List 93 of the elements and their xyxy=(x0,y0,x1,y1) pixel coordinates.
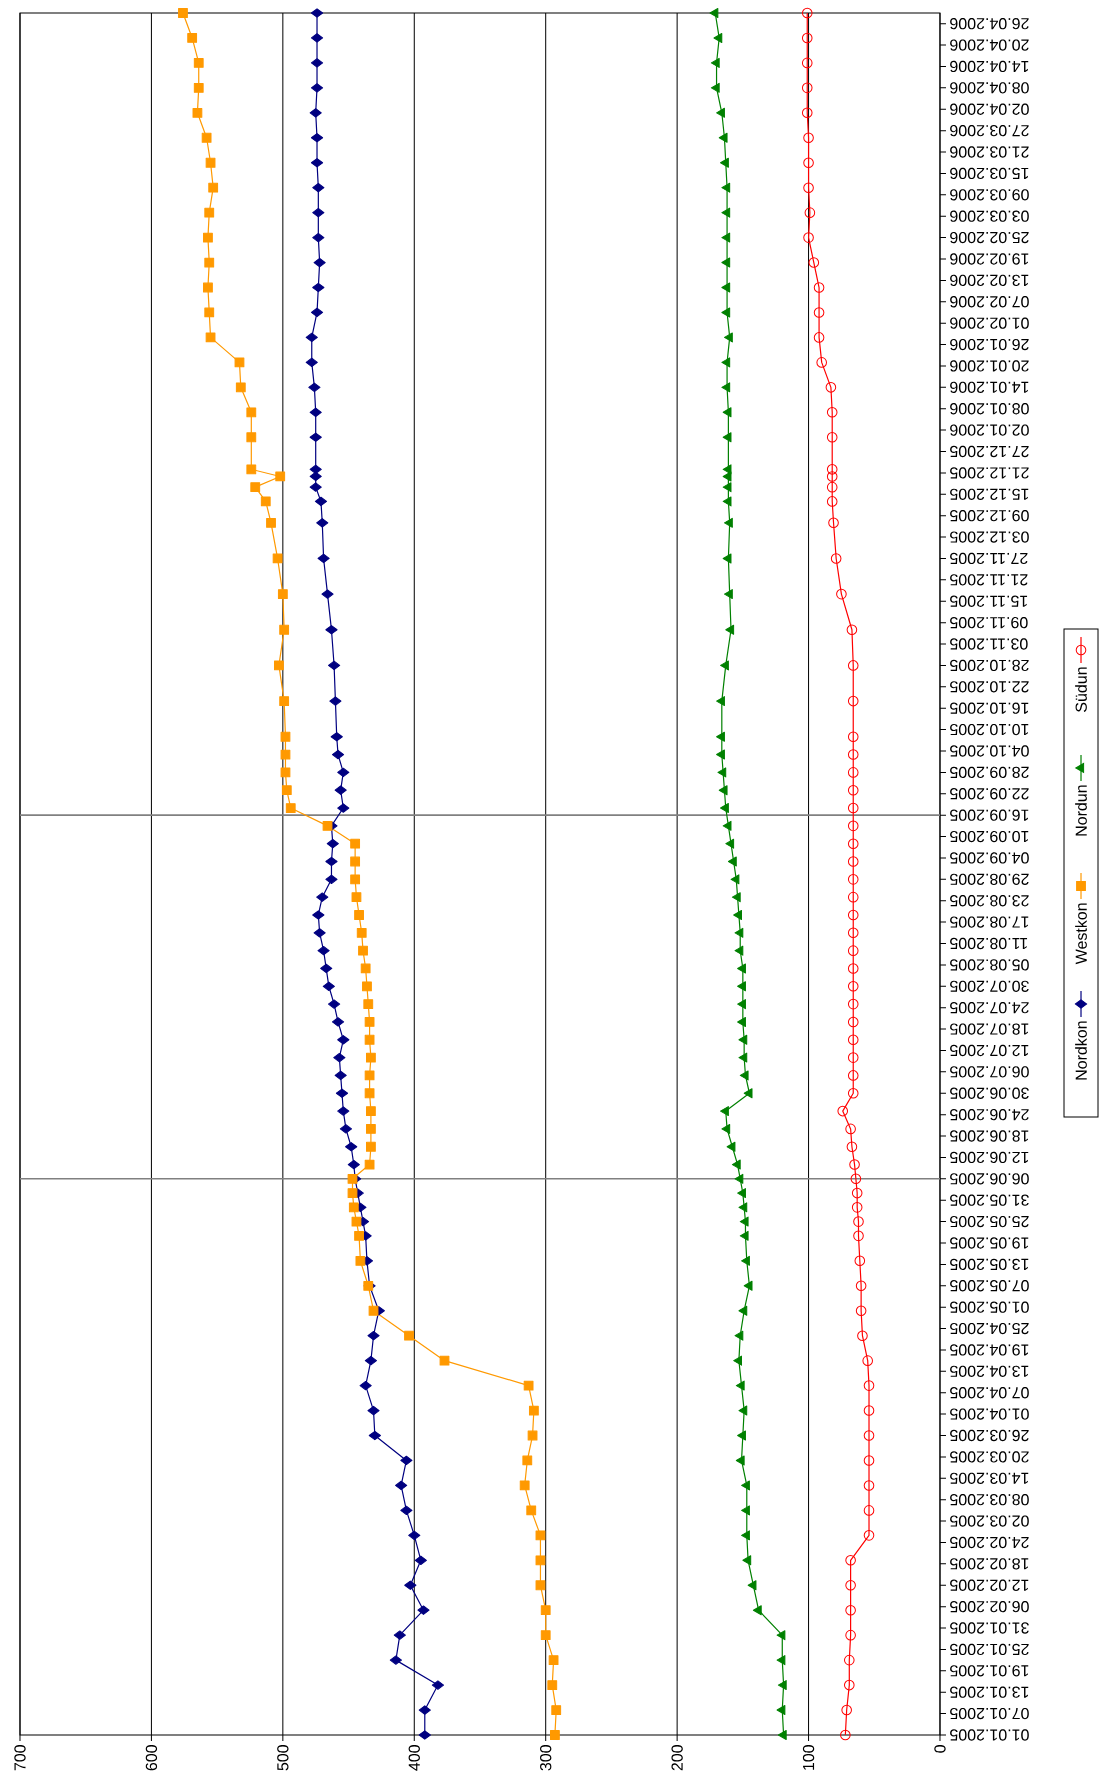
y-tick-label: 08.04.2006 xyxy=(950,82,1029,94)
y-tick-label: 07.01.2005 xyxy=(950,1707,1029,1720)
y-tick-label: 06.07.2005 xyxy=(950,1066,1029,1078)
y-tick-label: 21.11.2005 xyxy=(950,574,1028,586)
y-tick-label: 02.01.2006 xyxy=(950,424,1029,436)
y-tick-label: 06.06.2005 xyxy=(950,1173,1029,1185)
y-tick-label: 26.04.2006 xyxy=(950,18,1029,30)
y-tick-label: 12.06.2005 xyxy=(950,1151,1029,1164)
y-tick-label: 14.01.2006 xyxy=(950,381,1029,393)
y-tick-label: 02.03.2005 xyxy=(950,1515,1029,1527)
y-tick-label: 13.04.2005 xyxy=(950,1365,1029,1377)
y-tick-label: 27.03.2006 xyxy=(950,124,1029,137)
y-tick-label: 09.03.2006 xyxy=(950,189,1029,201)
y-tick-label: 24.07.2005 xyxy=(950,1002,1029,1014)
y-tick-label: 21.03.2006 xyxy=(950,146,1029,158)
y-tick-label: 13.01.2005 xyxy=(950,1686,1029,1698)
x-tick-label: 0 xyxy=(934,1745,946,1753)
y-tick-label: 20.01.2006 xyxy=(950,360,1029,372)
y-tick-label: 22.09.2005 xyxy=(950,788,1029,800)
y-tick-label: 25.01.2005 xyxy=(950,1643,1029,1656)
legend-label: Südun xyxy=(1075,667,1087,712)
y-tick-label: 09.12.2005 xyxy=(950,510,1029,522)
y-tick-label: 08.01.2006 xyxy=(950,403,1029,415)
y-tick-label: 12.02.2005 xyxy=(950,1579,1029,1591)
y-tick-label: 03.12.2005 xyxy=(950,531,1029,543)
y-tick-label: 07.04.2005 xyxy=(950,1387,1029,1399)
legend-label: Nordkon xyxy=(1075,1021,1087,1080)
x-tick-label: 400 xyxy=(408,1745,420,1771)
y-tick-label: 18.07.2005 xyxy=(950,1023,1029,1035)
y-tick-label: 05.08.2005 xyxy=(950,959,1029,971)
y-tick-label: 18.06.2005 xyxy=(950,1130,1029,1142)
x-tick-label: 600 xyxy=(145,1745,158,1771)
y-tick-label: 26.01.2006 xyxy=(950,338,1029,351)
y-tick-label: 22.10.2005 xyxy=(950,681,1029,693)
y-tick-label: 03.03.2006 xyxy=(950,210,1029,222)
y-tick-label: 30.06.2005 xyxy=(950,1087,1029,1099)
x-tick-label: 100 xyxy=(802,1745,815,1770)
y-tick-label: 16.10.2005 xyxy=(950,702,1029,714)
y-tick-label: 10.10.2005 xyxy=(950,723,1029,736)
x-tick-label: 500 xyxy=(277,1745,289,1771)
y-tick-label: 15.03.2006 xyxy=(950,167,1029,180)
y-tick-label: 18.02.2005 xyxy=(950,1558,1029,1570)
y-tick-label: 28.10.2005 xyxy=(950,659,1029,672)
y-tick-label: 19.02.2006 xyxy=(950,253,1029,265)
y-tick-label: 03.11.2005 xyxy=(950,638,1028,650)
y-tick-label: 23.08.2005 xyxy=(950,895,1029,907)
y-tick-label: 21.12.2005 xyxy=(950,467,1029,479)
y-tick-label: 13.02.2006 xyxy=(950,274,1029,287)
y-tick-label: 26.03.2005 xyxy=(950,1429,1029,1442)
y-tick-label: 25.05.2005 xyxy=(950,1215,1029,1228)
x-tick-label: 200 xyxy=(671,1745,683,1771)
y-tick-label: 06.02.2005 xyxy=(950,1600,1029,1613)
y-tick-label: 10.09.2005 xyxy=(950,830,1029,843)
y-tick-label: 07.02.2006 xyxy=(950,296,1029,308)
y-tick-label: 31.05.2005 xyxy=(950,1194,1029,1206)
y-tick-label: 15.12.2005 xyxy=(950,488,1029,500)
y-tick-label: 08.03.2005 xyxy=(950,1494,1029,1506)
y-tick-label: 20.04.2006 xyxy=(950,39,1029,51)
y-tick-label: 14.03.2005 xyxy=(950,1472,1029,1484)
y-tick-label: 25.04.2005 xyxy=(950,1322,1029,1335)
y-tick-label: 14.04.2006 xyxy=(950,60,1029,73)
y-tick-label: 19.01.2005 xyxy=(950,1665,1029,1677)
y-tick-label: 13.05.2005 xyxy=(950,1258,1029,1271)
y-tick-label: 15.11.2005 xyxy=(950,595,1028,607)
y-tick-label: 11.08.2005 xyxy=(950,937,1028,950)
y-tick-label: 27.12.2005 xyxy=(950,445,1029,458)
y-tick-label: 01.04.2005 xyxy=(950,1408,1029,1420)
y-tick-label: 24.02.2005 xyxy=(950,1536,1029,1549)
x-tick-label: 300 xyxy=(540,1745,552,1771)
y-tick-label: 09.11.2005 xyxy=(950,616,1028,629)
y-tick-label: 27.11.2005 xyxy=(950,552,1028,565)
y-tick-label: 19.04.2005 xyxy=(950,1344,1029,1356)
y-tick-label: 04.10.2005 xyxy=(950,745,1029,757)
y-tick-label: 01.01.2005 xyxy=(950,1729,1029,1741)
y-tick-label: 19.05.2005 xyxy=(950,1237,1029,1249)
legend-label: Nordun xyxy=(1075,785,1087,836)
y-tick-label: 12.07.2005 xyxy=(950,1044,1029,1057)
y-tick-label: 31.01.2005 xyxy=(950,1622,1029,1634)
y-tick-label: 20.03.2005 xyxy=(950,1451,1029,1463)
y-tick-label: 04.09.2005 xyxy=(950,852,1029,864)
y-tick-label: 07.05.2005 xyxy=(950,1280,1029,1292)
y-tick-label: 24.06.2005 xyxy=(950,1108,1029,1121)
y-tick-label: 16.09.2005 xyxy=(950,809,1029,821)
y-tick-label: 29.08.2005 xyxy=(950,873,1029,885)
y-tick-label: 30.07.2005 xyxy=(950,980,1029,992)
legend-label: Westkon xyxy=(1075,903,1087,965)
y-tick-label: 02.04.2006 xyxy=(950,103,1029,115)
x-tick-label: 700 xyxy=(14,1745,26,1771)
y-tick-label: 25.02.2006 xyxy=(950,231,1029,244)
y-tick-label: 01.05.2005 xyxy=(950,1301,1029,1313)
y-tick-label: 17.08.2005 xyxy=(950,916,1029,928)
y-tick-label: 28.09.2005 xyxy=(950,766,1029,779)
y-tick-label: 01.02.2006 xyxy=(950,317,1029,329)
